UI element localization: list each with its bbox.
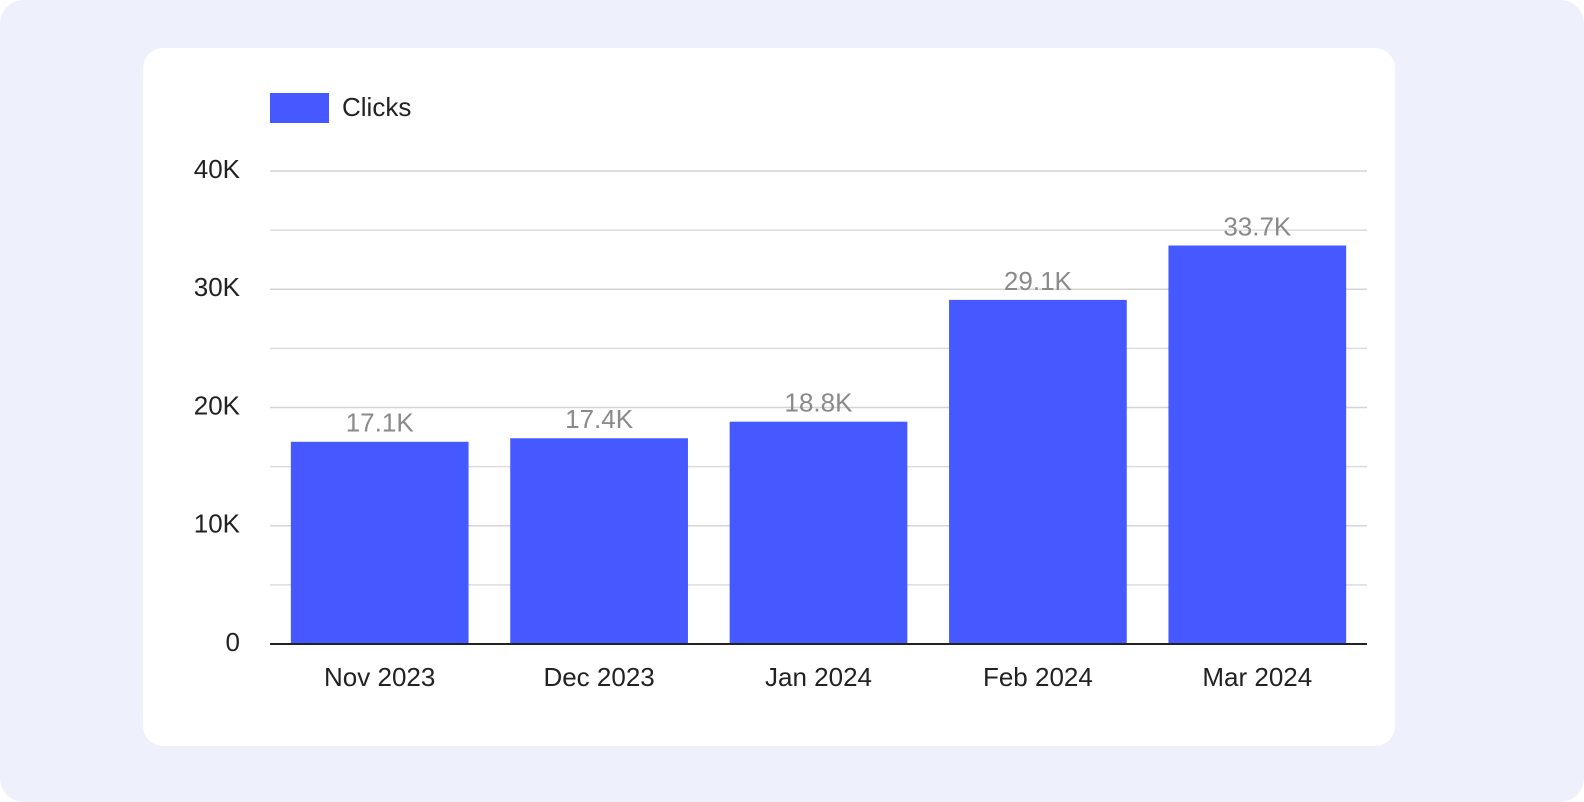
legend-swatch [270, 93, 329, 123]
value-label: 29.1K [1004, 266, 1073, 296]
x-tick-label: Nov 2023 [324, 662, 435, 692]
value-label: 33.7K [1223, 211, 1292, 241]
x-tick-label: Dec 2023 [543, 662, 654, 692]
x-tick-label: Feb 2024 [983, 662, 1093, 692]
y-tick-label: 20K [194, 390, 241, 420]
value-label: 18.8K [785, 388, 854, 418]
chart: Clicks 0 10K 20K 30K 40K Nov 2023 Dec 2023 Jan 2… [194, 92, 1367, 692]
legend-label: Clicks [342, 92, 411, 122]
x-tick-label: Jan 2024 [765, 662, 872, 692]
value-label: 17.4K [565, 404, 634, 434]
y-tick-label: 30K [194, 272, 241, 302]
bar [949, 299, 1127, 644]
bar [729, 421, 908, 644]
bar [510, 438, 688, 644]
value-label: 17.1K [346, 408, 415, 438]
bar [290, 441, 469, 644]
bar [1168, 245, 1347, 644]
y-tick-label: 40K [194, 154, 241, 184]
y-tick-label: 10K [194, 509, 241, 539]
y-tick-label: 0 [226, 627, 240, 657]
x-tick-label: Mar 2024 [1202, 662, 1312, 692]
